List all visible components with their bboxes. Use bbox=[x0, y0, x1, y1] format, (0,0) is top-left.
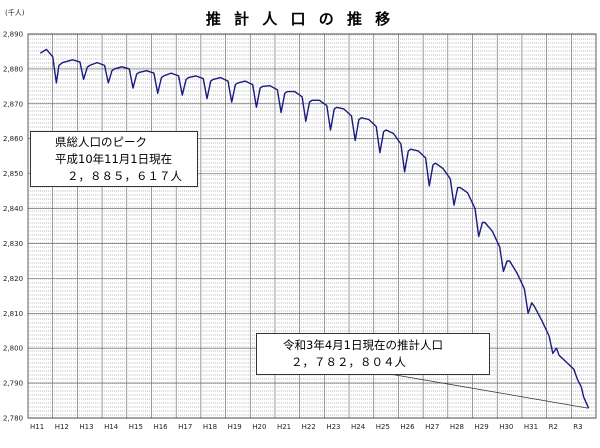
x-axis: H11 H12 H13 H14 H15 H16 H17 H18 H19 H20 H21 H22 H23 H… bbox=[30, 423, 583, 431]
peak-annotation-line-3: ２，８８５，６１７人 bbox=[67, 169, 182, 183]
y-tick-label: 2,850 bbox=[3, 170, 23, 178]
x-tick-label: H31 bbox=[524, 423, 538, 431]
y-tick-label: 2,830 bbox=[3, 240, 23, 248]
x-tick-label: H23 bbox=[326, 423, 340, 431]
x-tick-label: H12 bbox=[55, 423, 69, 431]
x-tick-label: H29 bbox=[475, 423, 489, 431]
x-tick-label: H19 bbox=[228, 423, 242, 431]
y-tick-label: 2,880 bbox=[3, 65, 23, 73]
x-tick-label: H28 bbox=[450, 423, 464, 431]
y-tick-label: 2,870 bbox=[3, 100, 23, 108]
x-tick-label: H24 bbox=[351, 423, 366, 431]
y-tick-label: 2,820 bbox=[3, 275, 23, 283]
y-tick-label: 2,890 bbox=[3, 31, 23, 39]
x-tick-label: H11 bbox=[30, 423, 44, 431]
x-tick-label: H27 bbox=[425, 423, 439, 431]
x-tick-label: R3 bbox=[573, 423, 582, 431]
y-axis: 2,890 2,880 2,870 2,860 2,850 2,840 2,830 2,820… bbox=[3, 31, 23, 423]
y-tick-label: 2,810 bbox=[3, 310, 23, 318]
x-tick-label: H18 bbox=[203, 423, 217, 431]
x-tick-label: H14 bbox=[104, 423, 119, 431]
chart-title: 推 計 人 口 の 推 移 bbox=[206, 10, 394, 28]
y-tick-label: 2,840 bbox=[3, 205, 23, 213]
x-tick-label: H20 bbox=[252, 423, 266, 431]
x-tick-label: H21 bbox=[277, 423, 291, 431]
x-tick-label: H13 bbox=[79, 423, 93, 431]
series-line bbox=[39, 48, 590, 409]
y-tick-label: 2,800 bbox=[3, 345, 23, 353]
x-tick-label: H26 bbox=[400, 423, 415, 431]
x-tick-label: H30 bbox=[499, 423, 513, 431]
current-annotation-line-2: ２，７８２，８０４人 bbox=[291, 355, 406, 369]
x-tick-label: H15 bbox=[129, 423, 143, 431]
y-tick-label: 2,790 bbox=[3, 380, 23, 388]
y-tick-label: 2,780 bbox=[3, 415, 23, 423]
series-layer bbox=[39, 48, 590, 409]
peak-annotation-line-1: 県総人口のピーク bbox=[55, 135, 147, 149]
x-tick-label: H16 bbox=[153, 423, 168, 431]
current-annotation-line-1: 令和3年4月1日現在の推計人口 bbox=[283, 338, 443, 352]
current-annotation: 令和3年4月1日現在の推計人口 ２，７８２，８０４人 bbox=[256, 333, 490, 375]
x-tick-label: H25 bbox=[376, 423, 390, 431]
y-tick-label: 2,860 bbox=[3, 135, 23, 143]
x-tick-label: H22 bbox=[302, 423, 316, 431]
y-axis-unit-label: (千人) bbox=[5, 8, 25, 17]
x-tick-label: R2 bbox=[549, 423, 558, 431]
peak-annotation-line-2: 平成10年11月1日現在 bbox=[55, 152, 173, 166]
plot-border bbox=[27, 33, 597, 419]
x-tick-label: H17 bbox=[178, 423, 192, 431]
peak-annotation: 県総人口のピーク 平成10年11月1日現在 ２，８８５，６１７人 bbox=[30, 131, 198, 187]
